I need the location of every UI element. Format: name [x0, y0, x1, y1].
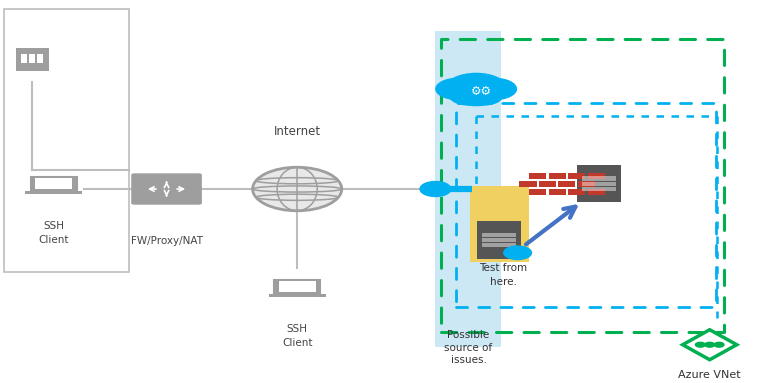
Text: FW/Proxy/NAT: FW/Proxy/NAT	[130, 236, 203, 246]
Circle shape	[470, 78, 517, 100]
FancyBboxPatch shape	[482, 238, 517, 242]
FancyBboxPatch shape	[582, 187, 616, 191]
FancyBboxPatch shape	[131, 173, 202, 205]
FancyBboxPatch shape	[38, 57, 43, 60]
Circle shape	[449, 86, 489, 106]
FancyBboxPatch shape	[21, 54, 27, 57]
FancyBboxPatch shape	[268, 295, 325, 297]
FancyBboxPatch shape	[15, 48, 49, 71]
FancyBboxPatch shape	[568, 173, 585, 179]
FancyBboxPatch shape	[577, 181, 595, 187]
FancyBboxPatch shape	[29, 54, 35, 57]
Circle shape	[446, 73, 507, 103]
FancyBboxPatch shape	[477, 221, 521, 259]
Circle shape	[714, 342, 724, 347]
Text: Possible
source of
issues.: Possible source of issues.	[444, 330, 493, 365]
Circle shape	[705, 342, 715, 347]
Text: ⚙⚙: ⚙⚙	[470, 85, 491, 98]
Circle shape	[456, 87, 496, 106]
FancyBboxPatch shape	[38, 54, 43, 57]
Text: Internet: Internet	[274, 125, 321, 138]
FancyBboxPatch shape	[31, 177, 76, 191]
FancyBboxPatch shape	[21, 57, 27, 60]
FancyBboxPatch shape	[549, 173, 566, 179]
FancyBboxPatch shape	[568, 189, 585, 195]
FancyBboxPatch shape	[38, 61, 43, 63]
FancyBboxPatch shape	[582, 177, 616, 181]
Text: SSH
Client: SSH Client	[39, 221, 69, 245]
FancyBboxPatch shape	[577, 165, 621, 202]
FancyBboxPatch shape	[274, 280, 320, 294]
FancyBboxPatch shape	[539, 181, 556, 187]
FancyBboxPatch shape	[529, 173, 547, 179]
FancyBboxPatch shape	[582, 182, 616, 186]
FancyBboxPatch shape	[21, 61, 27, 63]
FancyBboxPatch shape	[482, 233, 517, 237]
Bar	[470, 186, 529, 262]
Circle shape	[253, 167, 342, 211]
FancyBboxPatch shape	[25, 191, 82, 194]
FancyBboxPatch shape	[588, 173, 604, 179]
Text: Azure VNet: Azure VNet	[678, 370, 741, 380]
FancyBboxPatch shape	[549, 189, 566, 195]
Bar	[4, 9, 129, 272]
FancyBboxPatch shape	[520, 181, 537, 187]
FancyBboxPatch shape	[558, 181, 575, 187]
Circle shape	[420, 182, 451, 196]
FancyBboxPatch shape	[529, 189, 547, 195]
FancyBboxPatch shape	[588, 189, 604, 195]
Circle shape	[695, 342, 705, 347]
FancyBboxPatch shape	[35, 178, 72, 189]
Circle shape	[435, 78, 482, 100]
Circle shape	[463, 86, 503, 106]
Bar	[436, 31, 500, 347]
FancyBboxPatch shape	[279, 282, 315, 292]
Circle shape	[503, 246, 531, 260]
Text: Test from
here.: Test from here.	[479, 264, 527, 286]
FancyBboxPatch shape	[29, 57, 35, 60]
FancyBboxPatch shape	[29, 61, 35, 63]
FancyBboxPatch shape	[482, 243, 517, 247]
Text: SSH
Client: SSH Client	[282, 324, 312, 348]
